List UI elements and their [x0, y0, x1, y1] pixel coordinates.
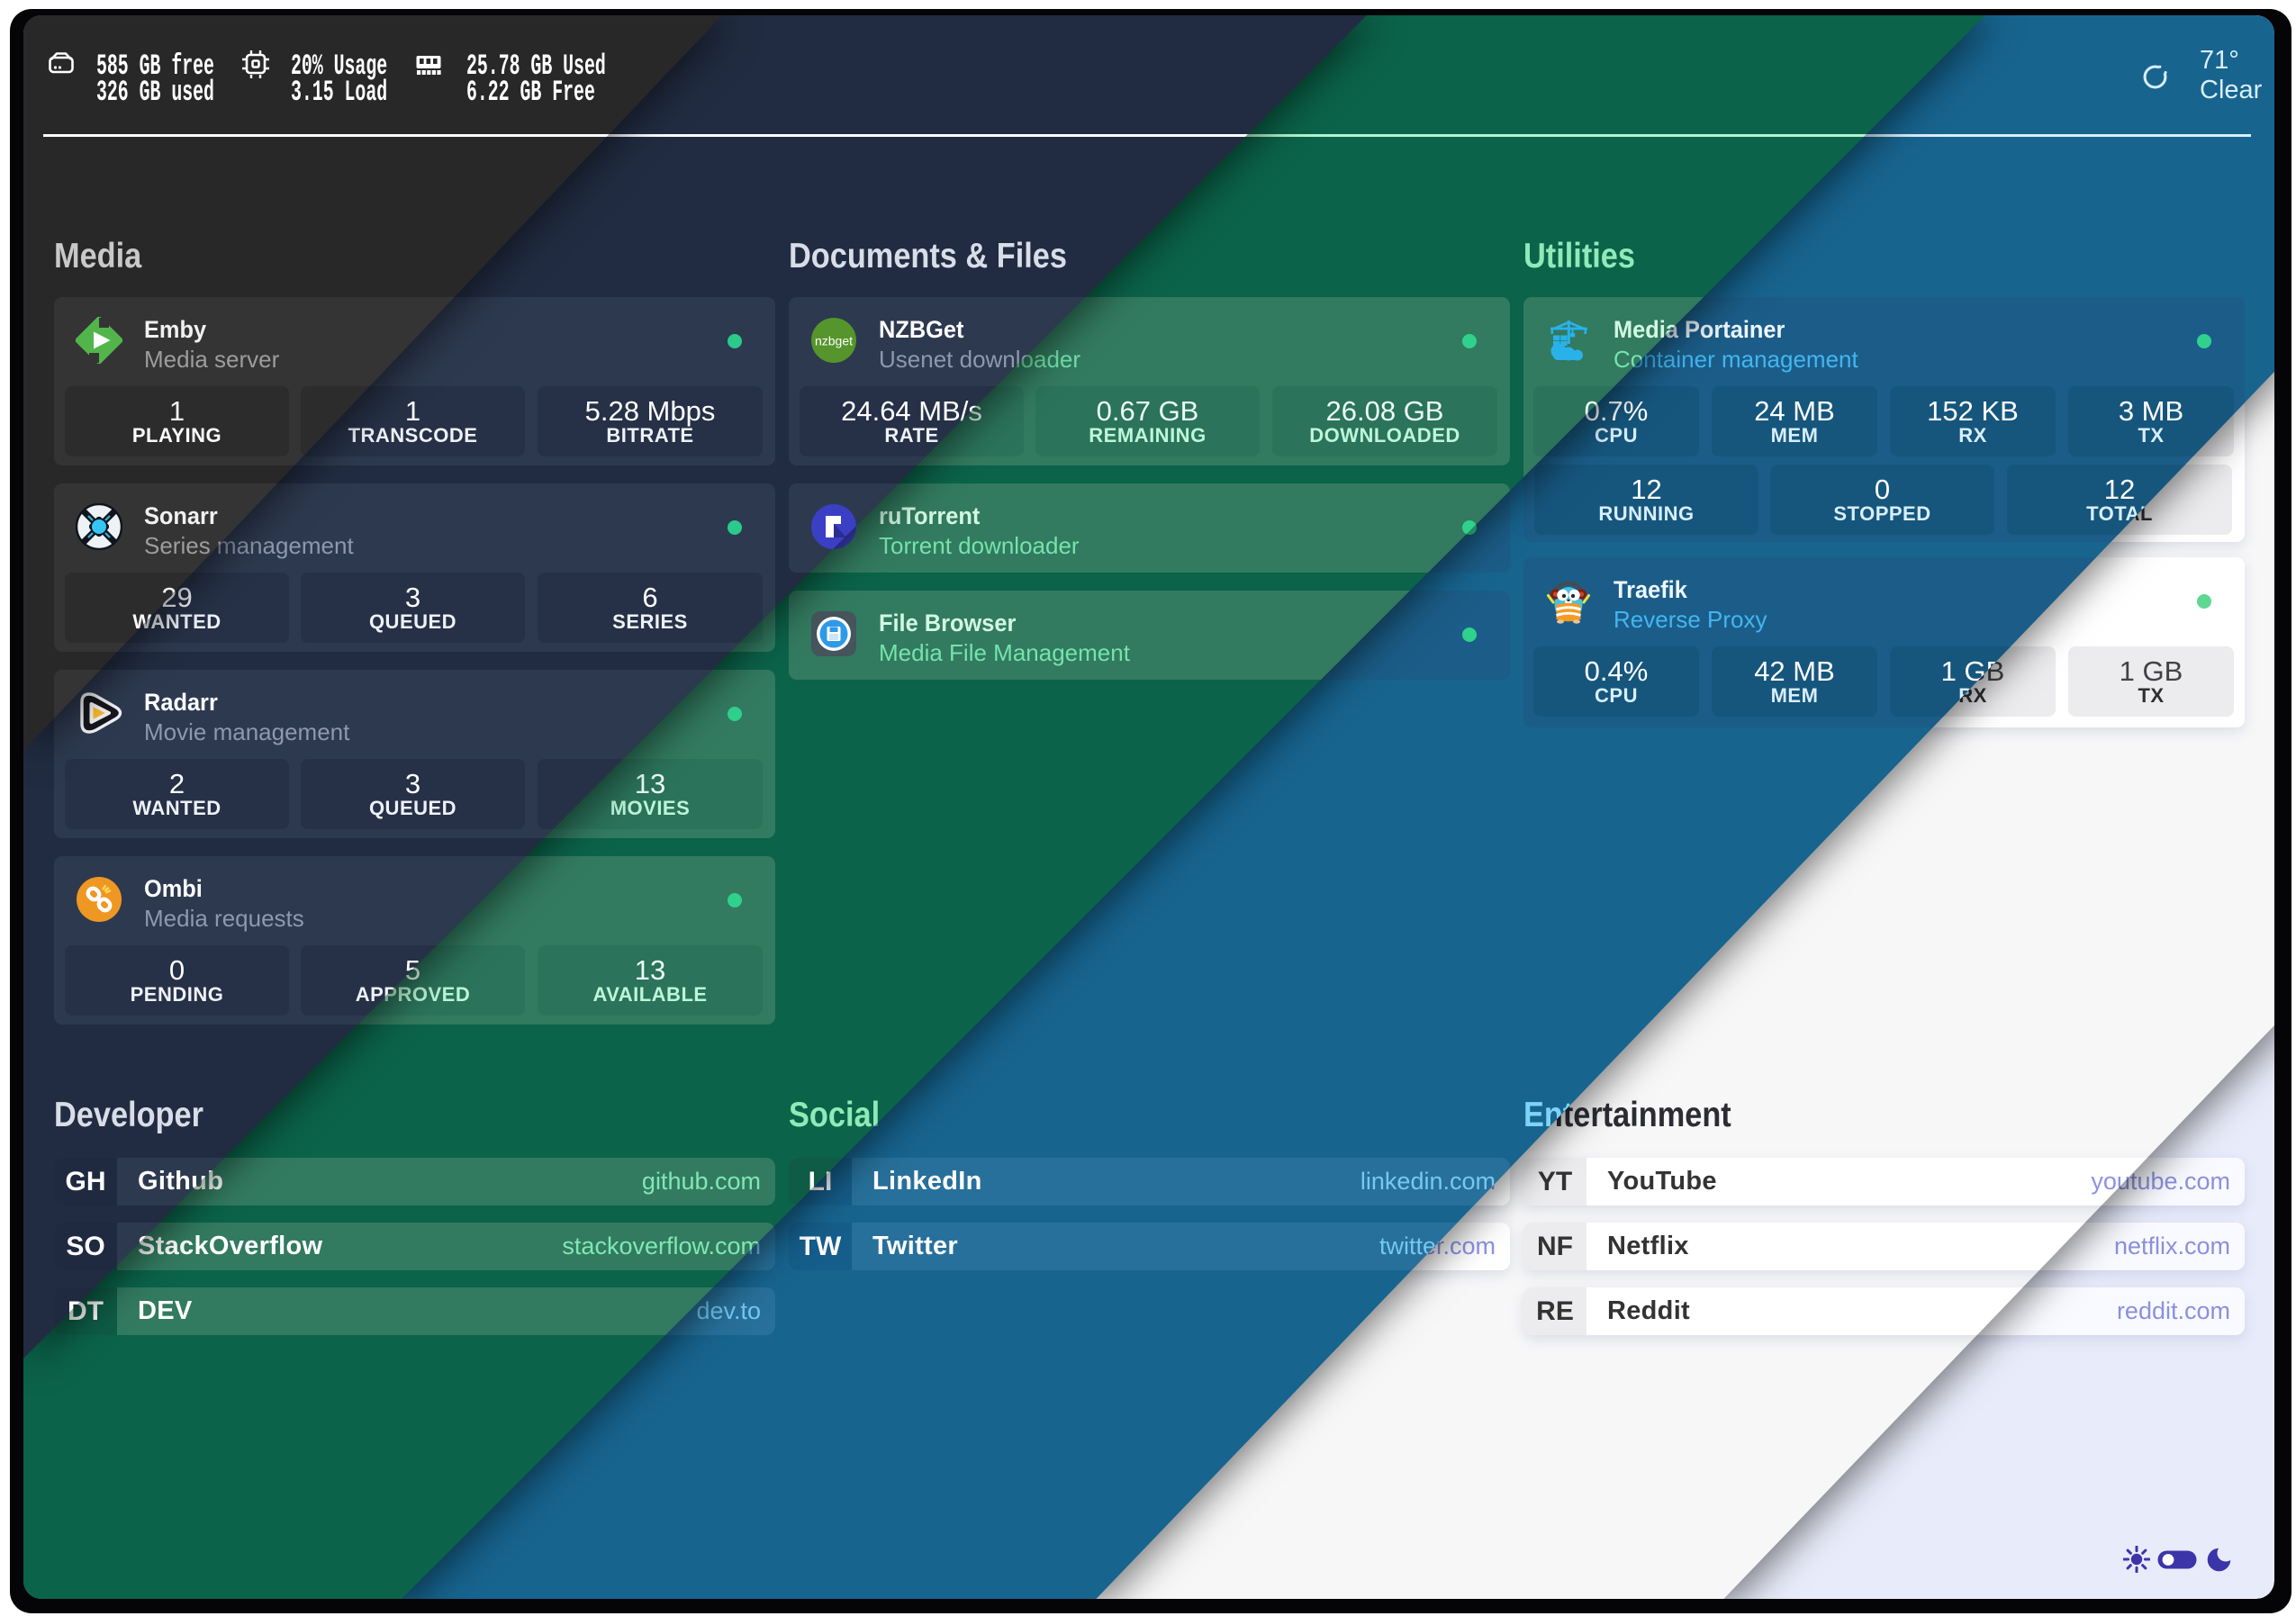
- svg-text:nzbget: nzbget: [815, 334, 853, 348]
- svg-text:nzbget: nzbget: [815, 334, 853, 348]
